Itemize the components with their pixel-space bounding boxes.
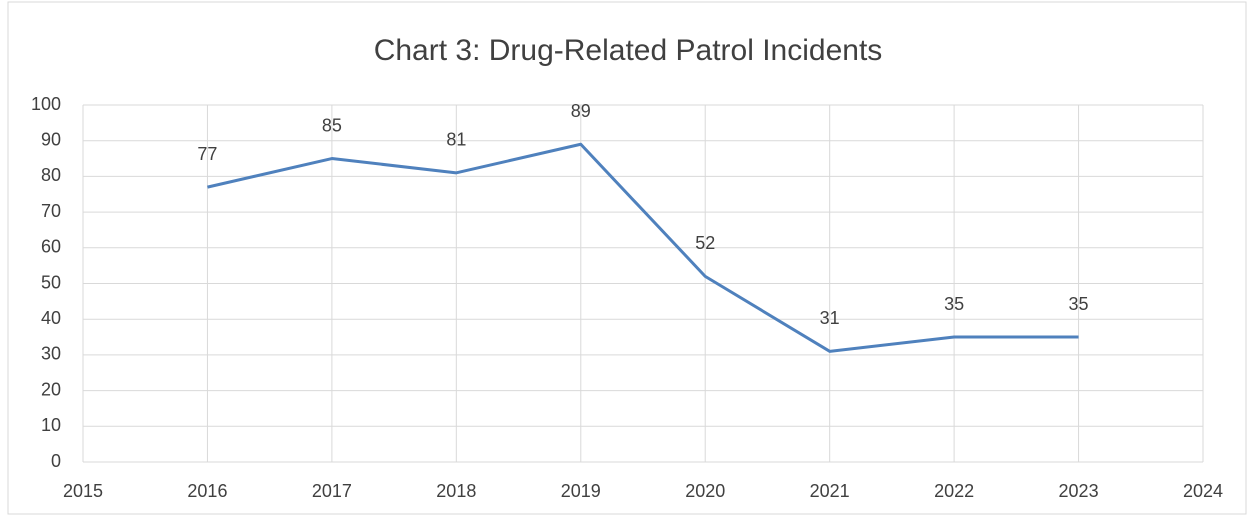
x-tick-label: 2016 [187,481,227,501]
data-label: 89 [571,101,591,121]
chart-title: Chart 3: Drug-Related Patrol Incidents [374,34,883,67]
y-tick-label: 50 [41,272,61,292]
data-label: 85 [322,115,342,135]
y-tick-label: 80 [41,165,61,185]
y-tick-label: 90 [41,129,61,149]
x-tick-label: 2019 [561,481,601,501]
x-tick-label: 2020 [685,481,725,501]
x-tick-label: 2024 [1183,481,1223,501]
data-line [207,142,1079,353]
y-tick-label: 20 [41,379,61,399]
y-tick-label: 60 [41,237,61,257]
x-tick-label: 2022 [934,481,974,501]
x-tick-label: 2015 [63,481,103,501]
y-tick-label: 30 [41,344,61,364]
data-label: 31 [820,308,840,328]
y-tick-label: 40 [41,308,61,328]
chart-border [7,1,1247,515]
y-tick-label: 100 [31,94,61,114]
y-tick-label: 70 [41,201,61,221]
data-label: 81 [446,130,466,150]
y-tick-label: 0 [51,451,61,471]
data-label: 77 [197,144,217,164]
x-tick-label: 2017 [312,481,352,501]
x-tick-label: 2018 [436,481,476,501]
data-label: 35 [944,294,964,314]
data-label: 52 [695,233,715,253]
y-tick-label: 10 [41,415,61,435]
x-tick-label: 2023 [1059,481,1099,501]
x-tick-label: 2021 [810,481,850,501]
data-label: 35 [1069,294,1089,314]
